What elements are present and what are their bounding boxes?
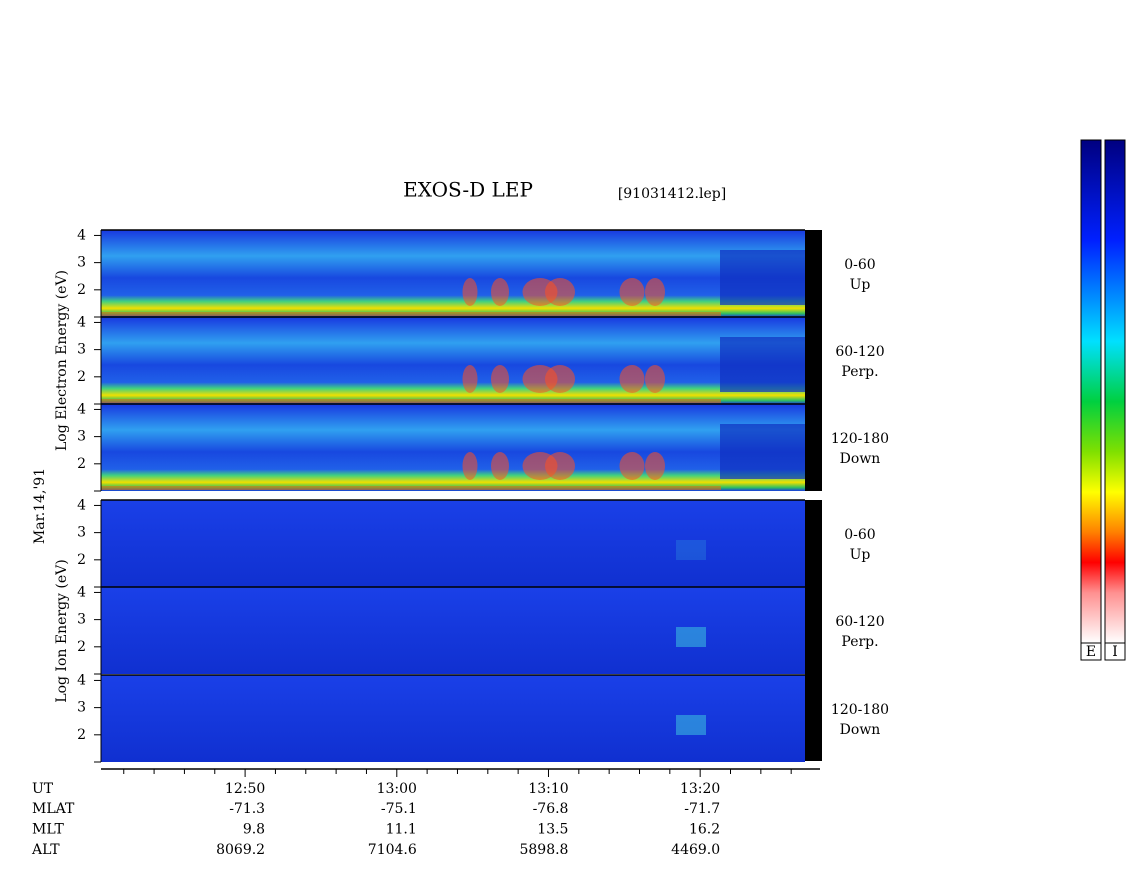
spectrogram-feature [619, 365, 645, 393]
spectrogram-feature [720, 337, 805, 392]
spectrogram-feature [720, 424, 805, 479]
spectrogram-feature [619, 452, 645, 480]
y-tick-label: 2 [77, 282, 86, 298]
y-tick-label: 2 [77, 456, 86, 472]
spectrogram-feature [462, 278, 478, 306]
angle-label: 60-120 [835, 614, 884, 630]
orbit-row-label: MLAT [32, 801, 75, 817]
x-tick-label: 12:50 [225, 781, 265, 797]
spectrogram-feature [645, 452, 665, 480]
spectrogram-feature [101, 312, 721, 316]
spectrogram-feature [645, 278, 665, 306]
spectrogram-feature [676, 715, 706, 735]
orbit-value: -71.3 [229, 801, 265, 817]
orbit-value: 11.1 [386, 822, 417, 838]
y-tick-label: 4 [77, 672, 86, 688]
spectrogram-feature [462, 365, 478, 393]
y-tick-label: 4 [77, 584, 86, 600]
file-label: [91031412.lep] [618, 186, 726, 202]
date-label: Mar.14,'91 [32, 468, 48, 544]
x-tick-label: 13:20 [680, 781, 720, 797]
spectrogram-feature [101, 399, 721, 403]
colorbar-label: E [1086, 644, 1096, 660]
direction-label: Up [850, 277, 871, 293]
colorbar-label: I [1112, 644, 1118, 660]
direction-label: Down [840, 451, 881, 467]
y-tick-label: 4 [77, 314, 86, 330]
direction-label: Perp. [841, 634, 878, 650]
y-tick-label: 3 [77, 525, 86, 541]
orbit-value: 4469.0 [671, 842, 720, 858]
y-axis-label: Log Ion Energy (eV) [54, 559, 70, 702]
direction-label: Perp. [841, 364, 878, 380]
spectrogram-feature [676, 627, 706, 647]
angle-label: 120-180 [831, 431, 889, 447]
x-tick-label: 13:10 [528, 781, 568, 797]
colorbar-label-box [1080, 642, 1102, 661]
orbit-value: 9.8 [243, 822, 265, 838]
direction-label: Up [850, 547, 871, 563]
colorbar [1080, 139, 1102, 644]
y-tick-label: 3 [77, 612, 86, 628]
y-tick-label: 4 [77, 497, 86, 513]
angle-label: 60-120 [835, 344, 884, 360]
colorbar-label-box [1104, 642, 1126, 661]
y-tick-label: 2 [77, 727, 86, 743]
spectrogram-feature [545, 452, 575, 480]
angle-label: 0-60 [844, 257, 875, 273]
spectrogram-feature [491, 278, 509, 306]
orbit-value: 8069.2 [216, 842, 265, 858]
y-tick-label: 2 [77, 552, 86, 568]
orbit-row-label: ALT [31, 842, 60, 858]
spectrogram [101, 230, 805, 317]
y-tick-label: 3 [77, 342, 86, 358]
y-tick-label: 3 [77, 700, 86, 716]
orbit-value: 5898.8 [519, 842, 568, 858]
y-tick-label: 3 [77, 429, 86, 445]
angle-label: 120-180 [831, 702, 889, 718]
spectrogram-feature [619, 278, 645, 306]
spectrogram [101, 404, 805, 491]
spectrogram-feature [720, 250, 805, 305]
x-row-label: UT [32, 781, 54, 797]
y-tick-label: 2 [77, 639, 86, 655]
orbit-value: 7104.6 [368, 842, 417, 858]
spectrogram-feature [676, 540, 706, 560]
spectrogram-feature [545, 365, 575, 393]
orbit-value: -75.1 [381, 801, 417, 817]
y-tick-label: 3 [77, 255, 86, 271]
angle-label: 0-60 [844, 527, 875, 543]
direction-label: Down [840, 722, 881, 738]
spectrogram-feature [101, 486, 721, 490]
orbit-value: -76.8 [533, 801, 569, 817]
y-tick-label: 2 [77, 369, 86, 385]
spectrogram [101, 317, 805, 404]
colorbar [1104, 139, 1126, 644]
no-data-strip [805, 230, 822, 491]
orbit-value: 13.5 [537, 822, 568, 838]
orbit-value: 16.2 [689, 822, 720, 838]
y-axis-label: Log Electron Energy (eV) [54, 270, 70, 451]
spectrogram-feature [491, 452, 509, 480]
y-tick-label: 4 [77, 401, 86, 417]
y-tick-label: 4 [77, 227, 86, 243]
orbit-row-label: MLT [32, 822, 64, 838]
spectrogram-feature [545, 278, 575, 306]
spectrogram-feature [462, 452, 478, 480]
no-data-strip [805, 500, 822, 761]
chart-title: EXOS-D LEP [403, 178, 533, 202]
spectrogram-feature [645, 365, 665, 393]
spectrogram [101, 500, 805, 587]
orbit-value: -71.7 [684, 801, 720, 817]
spectrogram-feature [491, 365, 509, 393]
x-tick-label: 13:00 [377, 781, 417, 797]
